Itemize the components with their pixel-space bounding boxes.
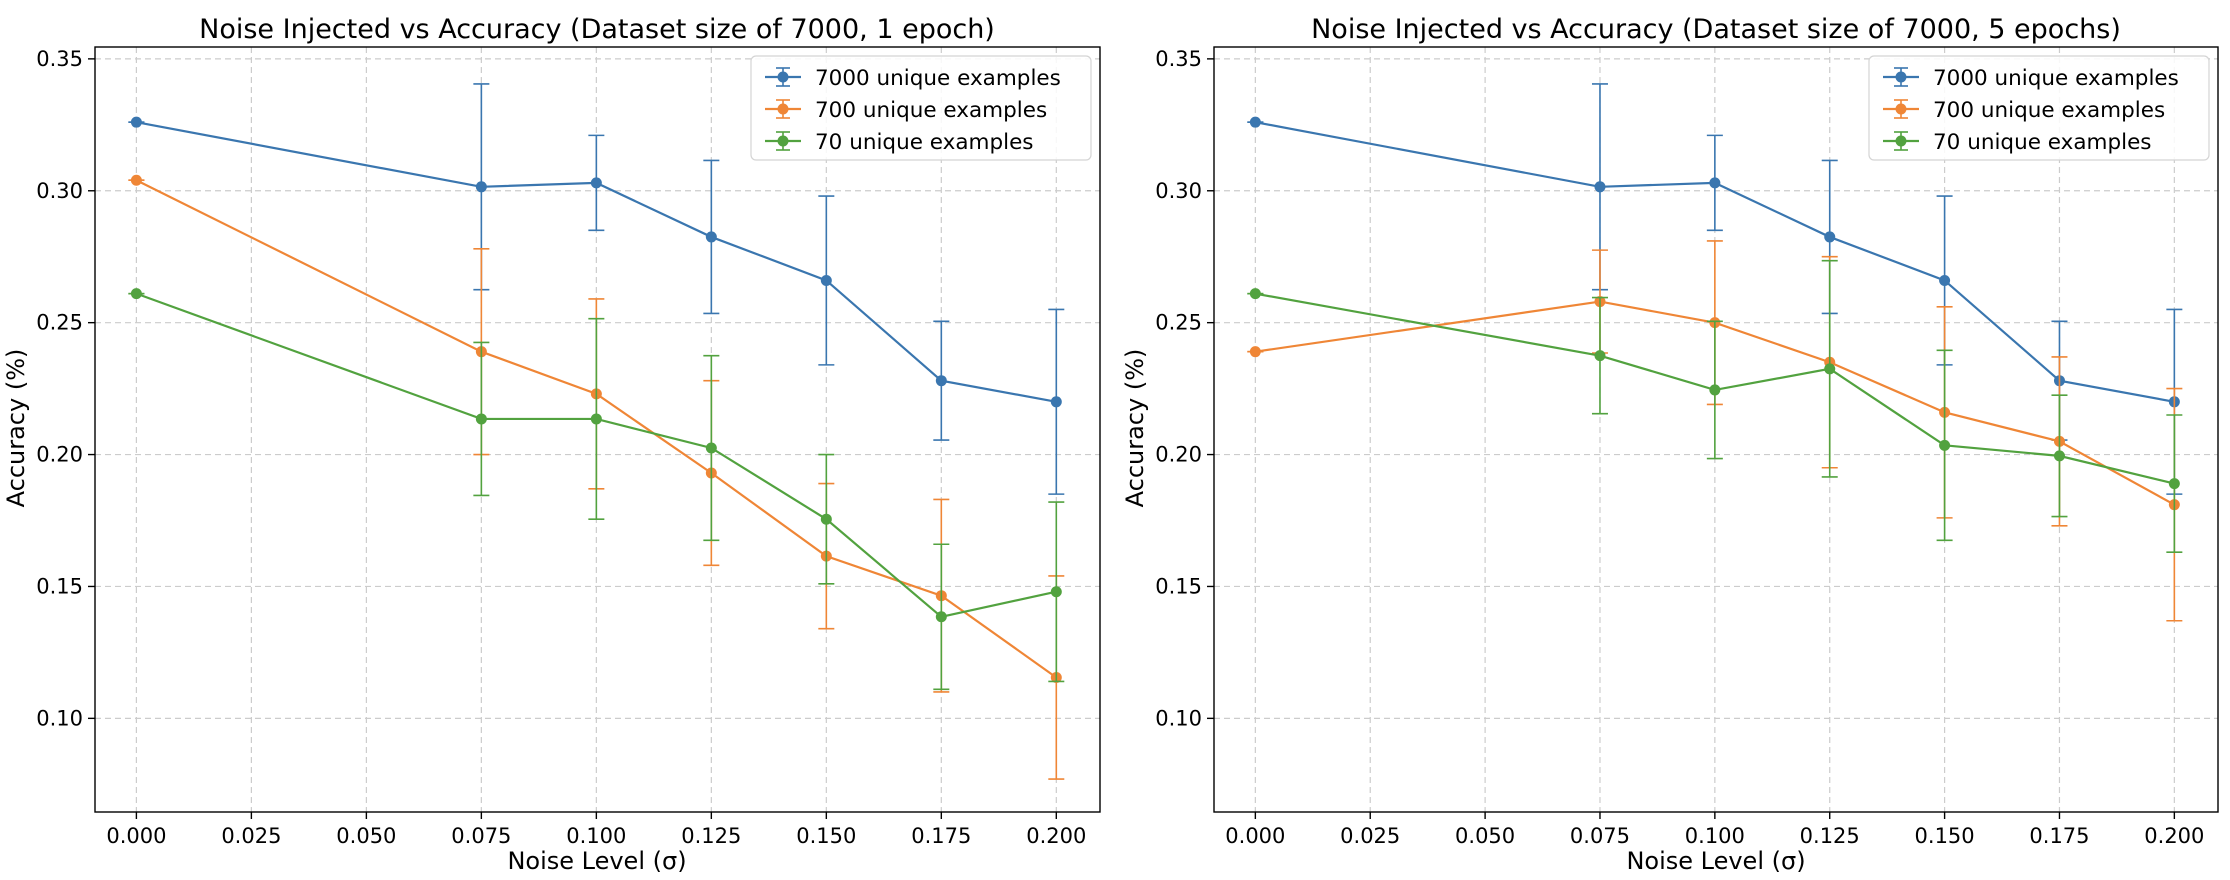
legend-entry-70: 70 unique examples [765, 130, 1034, 155]
legend-label: 7000 unique examples [815, 66, 1061, 91]
chart-panel-5-epochs: Noise Injected vs Accuracy (Dataset size… [1121, 14, 2219, 875]
data-point [820, 274, 832, 286]
y-tick-label: 0.10 [36, 706, 83, 730]
y-axis-label: Accuracy (%) [1121, 349, 1149, 508]
x-axis-label: Noise Level (σ) [1626, 847, 1805, 875]
data-point [130, 174, 142, 186]
legend-label: 70 unique examples [1933, 130, 2152, 155]
data-point [475, 181, 487, 193]
x-tick-label: 0.100 [1685, 824, 1745, 848]
data-point [1939, 439, 1951, 451]
x-tick-label: 0.025 [1340, 824, 1400, 848]
legend-entry-700: 700 unique examples [765, 98, 1047, 123]
legend-label: 7000 unique examples [1933, 66, 2179, 91]
x-axis-label: Noise Level (σ) [507, 847, 686, 875]
data-point [1249, 346, 1261, 358]
data-point [1709, 177, 1721, 189]
y-tick-label: 0.15 [1155, 574, 1202, 598]
legend-entry-70: 70 unique examples [1883, 130, 2152, 155]
series-layer [1247, 83, 2183, 622]
data-point [1709, 384, 1721, 396]
data-point [935, 375, 947, 387]
y-tick-label: 0.20 [36, 443, 83, 467]
legend-box [1868, 55, 2210, 161]
data-point [590, 177, 602, 189]
data-point [1594, 350, 1606, 362]
x-tick-label: 0.000 [1225, 824, 1285, 848]
x-tick-label: 0.075 [451, 824, 511, 848]
chart-title: Noise Injected vs Accuracy (Dataset size… [1311, 14, 2121, 45]
grid [1214, 47, 2218, 812]
data-point [590, 413, 602, 425]
x-tick-label: 0.025 [221, 824, 281, 848]
data-point [1050, 586, 1062, 598]
legend-box [750, 55, 1092, 161]
legend-entry-700: 700 unique examples [1883, 98, 2165, 123]
x-tick-label: 0.175 [2029, 824, 2089, 848]
series-layer [128, 83, 1065, 780]
y-tick-label: 0.25 [36, 311, 83, 335]
x-tick-label: 0.175 [911, 824, 971, 848]
x-tick-label: 0.125 [1800, 824, 1860, 848]
data-point [1249, 116, 1261, 128]
legend-entry-7000: 7000 unique examples [765, 66, 1061, 91]
grid [95, 47, 1100, 812]
x-tick-label: 0.075 [1570, 824, 1630, 848]
legend: 7000 unique examples 700 unique examples… [750, 55, 1092, 161]
data-point [1050, 396, 1062, 408]
series-70 [1247, 259, 2183, 553]
series-7000 [128, 83, 1065, 495]
y-tick-label: 0.35 [1155, 47, 1202, 71]
y-tick-label: 0.15 [36, 574, 83, 598]
data-point [1824, 231, 1836, 243]
y-tick-label: 0.30 [36, 179, 83, 203]
y-axis-label: Accuracy (%) [2, 349, 30, 508]
tick-layer: 0.000 0.025 0.050 0.075 0.100 0.125 0.150 0.175… [36, 47, 1086, 848]
legend-entry-7000: 7000 unique examples [1883, 66, 2179, 91]
x-tick-label: 0.050 [1455, 824, 1515, 848]
y-tick-label: 0.35 [36, 47, 83, 71]
data-point [1939, 274, 1951, 286]
data-point [2053, 450, 2065, 462]
data-point [935, 611, 947, 623]
x-tick-label: 0.050 [336, 824, 396, 848]
data-point [820, 513, 832, 525]
y-tick-label: 0.30 [1155, 179, 1202, 203]
data-point [130, 116, 142, 128]
legend-label: 700 unique examples [815, 98, 1047, 123]
y-tick-label: 0.20 [1155, 443, 1202, 467]
data-point [130, 288, 142, 300]
legend-label: 70 unique examples [815, 130, 1034, 155]
chart-panel-1-epoch: Noise Injected vs Accuracy (Dataset size… [2, 14, 1101, 875]
x-tick-label: 0.125 [681, 824, 741, 848]
data-point [475, 413, 487, 425]
plot-frame [1213, 46, 2219, 813]
data-point [1594, 181, 1606, 193]
data-point [1824, 363, 1836, 375]
chart-title: Noise Injected vs Accuracy (Dataset size… [199, 14, 995, 45]
series-70 [128, 288, 1065, 691]
y-tick-label: 0.10 [1155, 706, 1202, 730]
data-point [1249, 288, 1261, 300]
x-tick-label: 0.200 [2144, 824, 2204, 848]
data-point [2168, 478, 2180, 490]
data-point [705, 442, 717, 454]
y-tick-label: 0.25 [1155, 311, 1202, 335]
x-tick-label: 0.150 [796, 824, 856, 848]
x-tick-label: 0.200 [1026, 824, 1086, 848]
tick-layer: 0.000 0.025 0.050 0.075 0.100 0.125 0.150 0.175… [1155, 47, 2204, 848]
legend-label: 700 unique examples [1933, 98, 2165, 123]
plot-frame [94, 46, 1101, 813]
x-tick-label: 0.000 [106, 824, 166, 848]
data-point [705, 231, 717, 243]
legend: 7000 unique examples 700 unique examples… [1868, 55, 2210, 161]
x-tick-label: 0.100 [566, 824, 626, 848]
x-tick-label: 0.150 [1915, 824, 1975, 848]
